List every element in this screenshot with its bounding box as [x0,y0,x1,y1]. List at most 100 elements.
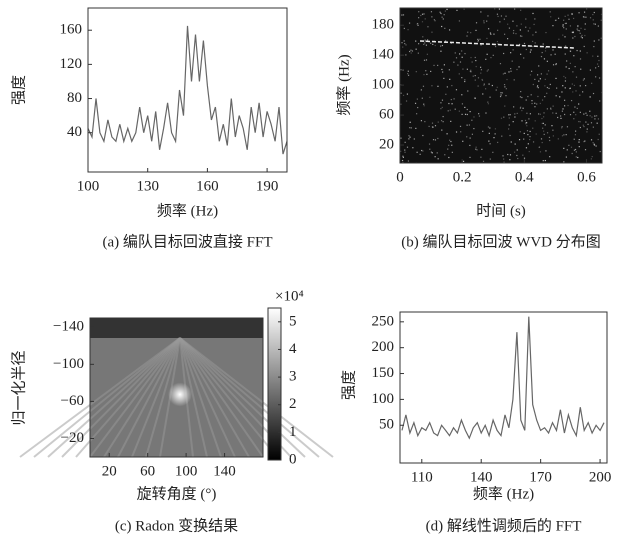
wvd-speckle [573,111,575,113]
wvd-speckle [415,40,417,42]
wvd-speckle [583,78,585,80]
wvd-speckle [592,92,595,95]
wvd-speckle [589,17,592,19]
wvd-speckle [425,59,428,61]
wvd-speckle [503,116,505,118]
wvd-speckle [532,45,534,48]
wvd-speckle [449,109,451,111]
wvd-speckle [597,65,600,68]
wvd-speckle [526,130,529,132]
wvd-speckle [404,151,406,153]
radon-streak [145,337,181,458]
wvd-speckle [565,134,567,136]
wvd-speckle [510,70,512,72]
wvd-speckle [549,156,551,158]
wvd-speckle [538,65,540,67]
wvd-speckle [539,78,541,80]
wvd-speckle [494,133,496,135]
wvd-speckle [417,24,419,26]
wvd-speckle [513,151,516,153]
wvd-speckle [475,29,477,32]
wvd-speckle [571,13,573,15]
wvd-speckle [551,125,553,127]
x-tick-label: 0 [396,169,404,185]
wvd-speckle [583,141,585,143]
wvd-speckle [532,34,534,36]
wvd-speckle [482,160,485,162]
wvd-speckle [518,66,520,68]
wvd-speckle [532,12,534,15]
wvd-speckle [480,72,482,74]
wvd-speckle [568,67,570,70]
wvd-speckle [566,60,568,62]
wvd-speckle [470,71,472,73]
wvd-speckle [580,36,582,38]
wvd-speckle [532,127,534,129]
wvd-speckle [541,117,543,120]
wvd-speckle [570,146,573,148]
wvd-speckle [504,86,506,88]
wvd-speckle [555,77,557,80]
wvd-speckle [487,126,490,128]
wvd-speckle [424,121,426,123]
wvd-speckle [421,97,423,99]
wvd-speckle [548,87,550,89]
wvd-speckle [442,115,444,118]
wvd-speckle [480,156,482,158]
wvd-speckle [416,151,418,153]
wvd-speckle [586,131,588,133]
wvd-speckle [415,127,417,129]
wvd-speckle [541,122,543,125]
wvd-speckle [491,84,493,87]
wvd-speckle [586,8,588,10]
wvd-speckle [487,103,490,105]
wvd-speckle [525,26,527,28]
wvd-speckle [430,42,432,44]
wvd-speckle [503,84,506,86]
wvd-speckle [506,38,509,40]
wvd-speckle [544,78,546,81]
wvd-speckle [440,12,442,14]
wvd-speckle [468,124,470,126]
wvd-speckle [481,78,483,81]
wvd-speckle [436,152,438,154]
wvd-speckle [513,79,515,81]
wvd-speckle [564,99,566,101]
wvd-speckle [492,151,494,153]
wvd-speckle [538,80,540,82]
wvd-speckle [479,66,482,68]
wvd-speckle [469,144,471,147]
wvd-speckle [555,63,557,65]
wvd-speckle [493,33,495,35]
wvd-speckle [529,51,532,53]
wvd-speckle [420,120,423,122]
x-tick-label: 140 [470,469,493,485]
y-tick-label: 80 [67,90,82,106]
wvd-speckle [423,105,425,107]
wvd-speckle [552,105,554,107]
wvd-speckle [542,127,544,129]
wvd-speckle [417,22,419,25]
wvd-speckle [510,141,512,143]
wvd-speckle [578,146,580,148]
wvd-speckle [453,98,455,100]
wvd-speckle [481,148,483,150]
wvd-speckle [459,53,461,55]
wvd-speckle [473,116,475,118]
wvd-speckle [571,152,573,155]
wvd-speckle [592,142,594,144]
wvd-speckle [540,138,543,140]
wvd-speckle [517,157,519,160]
wvd-speckle [523,57,525,59]
wvd-speckle [486,20,488,22]
wvd-speckle [529,130,531,133]
wvd-speckle [552,25,554,27]
wvd-speckle [564,22,566,25]
wvd-speckle [549,83,551,86]
wvd-speckle [423,103,425,105]
wvd-speckle [543,112,545,114]
wvd-speckle [542,43,544,45]
wvd-speckle [494,128,497,130]
colorbar [267,307,282,461]
wvd-speckle [511,60,513,62]
